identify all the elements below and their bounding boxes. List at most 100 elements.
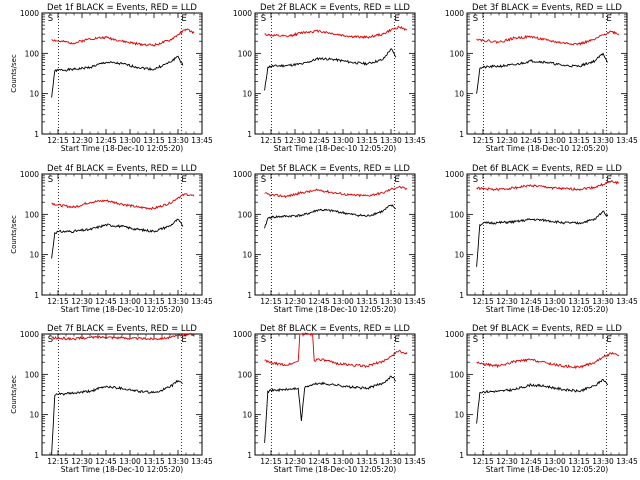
y-tick-label: 1000 xyxy=(233,330,252,339)
x-tick-label: 12:30 xyxy=(284,297,306,306)
events-series-line xyxy=(264,375,397,443)
x-tick-label: 13:15 xyxy=(568,297,590,306)
x-tick-label: 12:15 xyxy=(260,297,282,306)
interval-marker-label: E xyxy=(606,175,611,185)
lld-series-line xyxy=(264,332,408,369)
chart-panel: Det 1f BLACK = Events, RED = LLD 1 10 100 10… xyxy=(10,3,213,153)
chart-panel: Det 4f BLACK = Events, RED = LLD 1 10 100 10… xyxy=(10,164,213,314)
x-axis-label: Start Time (18-Dec-10 12:05:20) xyxy=(274,144,396,153)
y-tick-label: 1000 xyxy=(20,330,39,339)
chart-title: Det 1f BLACK = Events, RED = LLD xyxy=(47,3,197,13)
x-tick-label: 12:30 xyxy=(284,136,306,145)
chart-title: Det 6f BLACK = Events, RED = LLD xyxy=(472,164,622,174)
x-tick-label: 13:15 xyxy=(568,136,590,145)
x-axis-label: Start Time (18-Dec-10 12:05:20) xyxy=(486,144,608,153)
chart-title: Det 7f BLACK = Events, RED = LLD xyxy=(47,324,197,334)
events-series-line xyxy=(264,204,396,229)
lld-series-line xyxy=(51,332,195,341)
x-tick-label: 12:30 xyxy=(71,457,93,466)
events-series-line xyxy=(51,55,184,98)
x-tick-label: 13:30 xyxy=(592,297,614,306)
events-series-line xyxy=(51,379,183,456)
chart-panel: Det 8f BLACK = Events, RED = LLD 1 10 100 10… xyxy=(233,324,426,474)
x-tick-label: 13:15 xyxy=(568,457,590,466)
x-tick-label: 12:45 xyxy=(520,297,542,306)
x-tick-label: 12:45 xyxy=(95,457,117,466)
y-tick-label: 1000 xyxy=(233,170,252,179)
x-tick-label: 12:30 xyxy=(284,457,306,466)
x-axis-label: Start Time (18-Dec-10 12:05:20) xyxy=(486,465,608,474)
lld-series-line xyxy=(476,351,620,370)
x-tick-label: 12:15 xyxy=(47,136,69,145)
y-tick-label: 1 xyxy=(247,291,252,300)
x-tick-label: 13:00 xyxy=(332,297,354,306)
x-tick-label: 13:15 xyxy=(143,297,165,306)
plot-frame xyxy=(466,333,628,456)
x-tick-label: 13:15 xyxy=(356,297,378,306)
x-tick-label: 12:45 xyxy=(95,136,117,145)
y-tick-label: 1 xyxy=(459,130,464,139)
x-tick-label: 13:45 xyxy=(616,297,638,306)
plot-frame xyxy=(41,12,203,135)
interval-marker-label: S xyxy=(261,335,266,345)
chart-title: Det 9f BLACK = Events, RED = LLD xyxy=(472,324,622,334)
x-tick-label: 12:45 xyxy=(308,457,330,466)
lld-series-line xyxy=(264,185,408,199)
x-tick-label: 13:00 xyxy=(119,136,141,145)
chart-panel: Det 7f BLACK = Events, RED = LLD 1 10 100 10… xyxy=(10,324,213,474)
y-tick-label: 10 xyxy=(29,411,39,420)
interval-marker-label: S xyxy=(48,335,53,345)
x-tick-label: 13:15 xyxy=(356,457,378,466)
interval-marker-label: S xyxy=(473,175,478,185)
x-tick-label: 13:30 xyxy=(167,136,189,145)
y-tick-label: 1 xyxy=(459,451,464,460)
y-tick-label: 1000 xyxy=(233,9,252,18)
x-axis-label: Start Time (18-Dec-10 12:05:20) xyxy=(274,465,396,474)
y-tick-label: 1 xyxy=(459,291,464,300)
y-tick-label: 1 xyxy=(34,451,39,460)
chart-panel: Det 2f BLACK = Events, RED = LLD 1 10 100 10… xyxy=(233,3,426,153)
x-tick-label: 13:00 xyxy=(119,297,141,306)
y-tick-label: 10 xyxy=(242,90,252,99)
events-series-line xyxy=(51,218,184,259)
x-tick-label: 13:00 xyxy=(544,136,566,145)
events-series-line xyxy=(476,210,609,267)
x-tick-label: 13:15 xyxy=(143,457,165,466)
plot-frame xyxy=(254,173,416,296)
y-tick-label: 1 xyxy=(34,291,39,300)
y-tick-label: 10 xyxy=(29,90,39,99)
y-tick-label: 10 xyxy=(454,251,464,260)
interval-marker-label: E xyxy=(181,335,186,345)
x-tick-label: 12:30 xyxy=(496,136,518,145)
x-tick-label: 13:45 xyxy=(191,297,213,306)
interval-marker-label: E xyxy=(181,14,186,24)
x-axis-label: Start Time (18-Dec-10 12:05:20) xyxy=(61,465,183,474)
x-tick-label: 12:30 xyxy=(496,297,518,306)
x-tick-label: 13:00 xyxy=(119,457,141,466)
x-tick-label: 12:15 xyxy=(472,457,494,466)
y-tick-label: 1000 xyxy=(445,170,464,179)
events-series-line xyxy=(476,52,609,94)
plot-frame xyxy=(466,12,628,135)
x-tick-label: 12:15 xyxy=(472,297,494,306)
x-axis-label: Start Time (18-Dec-10 12:05:20) xyxy=(61,305,183,314)
plot-frame xyxy=(254,333,416,456)
plot-frame xyxy=(254,12,416,135)
x-tick-label: 12:45 xyxy=(308,297,330,306)
chart-panel: Det 3f BLACK = Events, RED = LLD 1 10 100 10… xyxy=(445,3,638,153)
interval-marker-label: S xyxy=(261,14,266,24)
y-tick-label: 10 xyxy=(29,251,39,260)
x-tick-label: 13:30 xyxy=(380,136,402,145)
y-tick-label: 100 xyxy=(238,49,253,58)
lld-series-line xyxy=(476,180,620,192)
x-axis-label: Start Time (18-Dec-10 12:05:20) xyxy=(274,305,396,314)
x-tick-label: 13:15 xyxy=(143,136,165,145)
chart-title: Det 4f BLACK = Events, RED = LLD xyxy=(47,164,197,174)
x-tick-label: 12:15 xyxy=(260,136,282,145)
x-tick-label: 12:15 xyxy=(47,457,69,466)
interval-marker-label: S xyxy=(48,14,53,24)
x-tick-label: 13:45 xyxy=(404,457,426,466)
interval-marker-label: E xyxy=(181,175,186,185)
x-tick-label: 13:00 xyxy=(544,457,566,466)
x-tick-label: 13:45 xyxy=(191,136,213,145)
